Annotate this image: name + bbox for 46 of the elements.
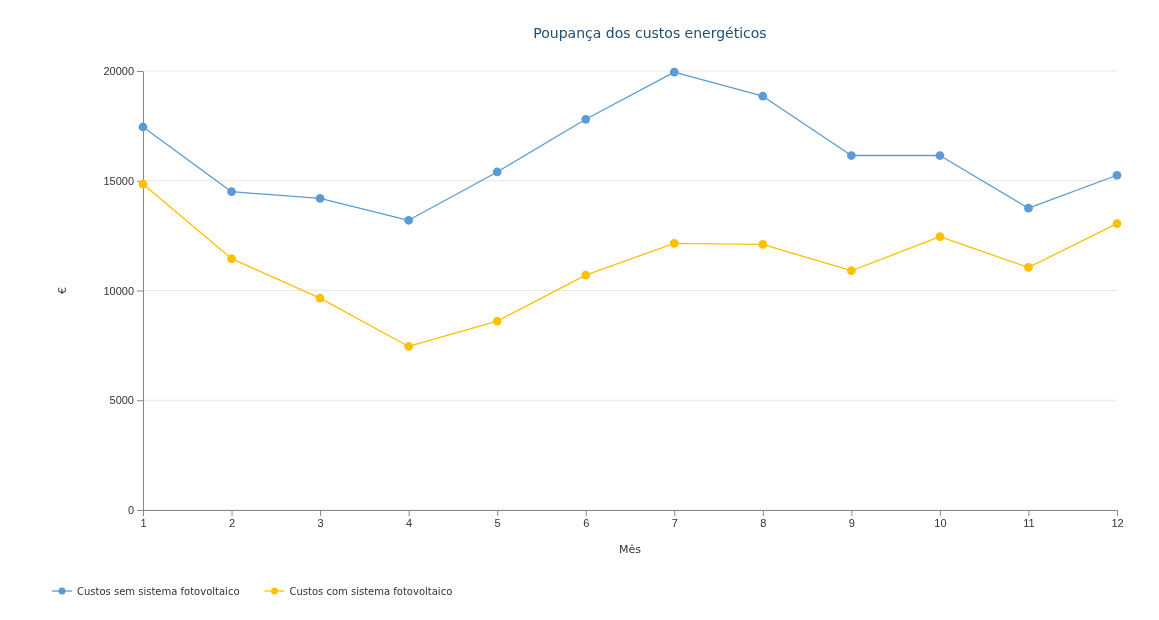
point xyxy=(581,270,591,280)
x-tick-label: 10 xyxy=(934,516,947,529)
chart-title: Poupança dos custos energéticos xyxy=(533,25,767,41)
point xyxy=(492,167,502,177)
y-tick-label: 5000 xyxy=(109,394,134,407)
point xyxy=(846,151,856,160)
point xyxy=(227,187,236,197)
legend-label: Custos sem sistema fotovoltaico xyxy=(77,586,240,597)
y-tick-label: 20000 xyxy=(103,65,134,78)
y-axis-title: € xyxy=(56,287,69,294)
point xyxy=(1024,203,1033,213)
x-tick-label: 9 xyxy=(848,516,855,529)
x-tick-label: 2 xyxy=(228,516,236,529)
point xyxy=(669,67,679,77)
point xyxy=(1024,263,1033,272)
y-tick-label: 0 xyxy=(127,504,134,517)
x-tick-label: 6 xyxy=(583,516,590,529)
point xyxy=(758,91,768,101)
y-tick-label: 10000 xyxy=(103,284,134,297)
point xyxy=(315,193,325,203)
point xyxy=(227,254,236,264)
point xyxy=(138,122,148,132)
point xyxy=(758,240,768,249)
x-tick-label: 1 xyxy=(140,516,147,529)
x-tick-label: 8 xyxy=(760,516,767,529)
point xyxy=(846,266,856,276)
x-tick-label: 7 xyxy=(671,516,678,529)
point xyxy=(935,232,945,242)
point xyxy=(1112,170,1122,180)
y-tick-label: 15000 xyxy=(103,174,134,187)
point xyxy=(315,293,325,303)
point xyxy=(138,179,148,189)
point xyxy=(404,342,414,351)
legend-label: Custos com sistema fotovoltaico xyxy=(289,586,453,597)
x-tick-label: 4 xyxy=(406,516,413,529)
point xyxy=(1112,219,1122,228)
point xyxy=(935,151,945,160)
x-tick-label: 3 xyxy=(317,516,324,529)
x-axis-title: Mês xyxy=(619,543,642,556)
x-tick-label: 11 xyxy=(1023,516,1035,529)
point xyxy=(669,238,679,248)
point xyxy=(492,316,502,326)
x-tick-label: 12 xyxy=(1111,516,1124,529)
point xyxy=(404,215,414,225)
point xyxy=(581,114,591,124)
x-tick-label: 5 xyxy=(494,516,501,529)
